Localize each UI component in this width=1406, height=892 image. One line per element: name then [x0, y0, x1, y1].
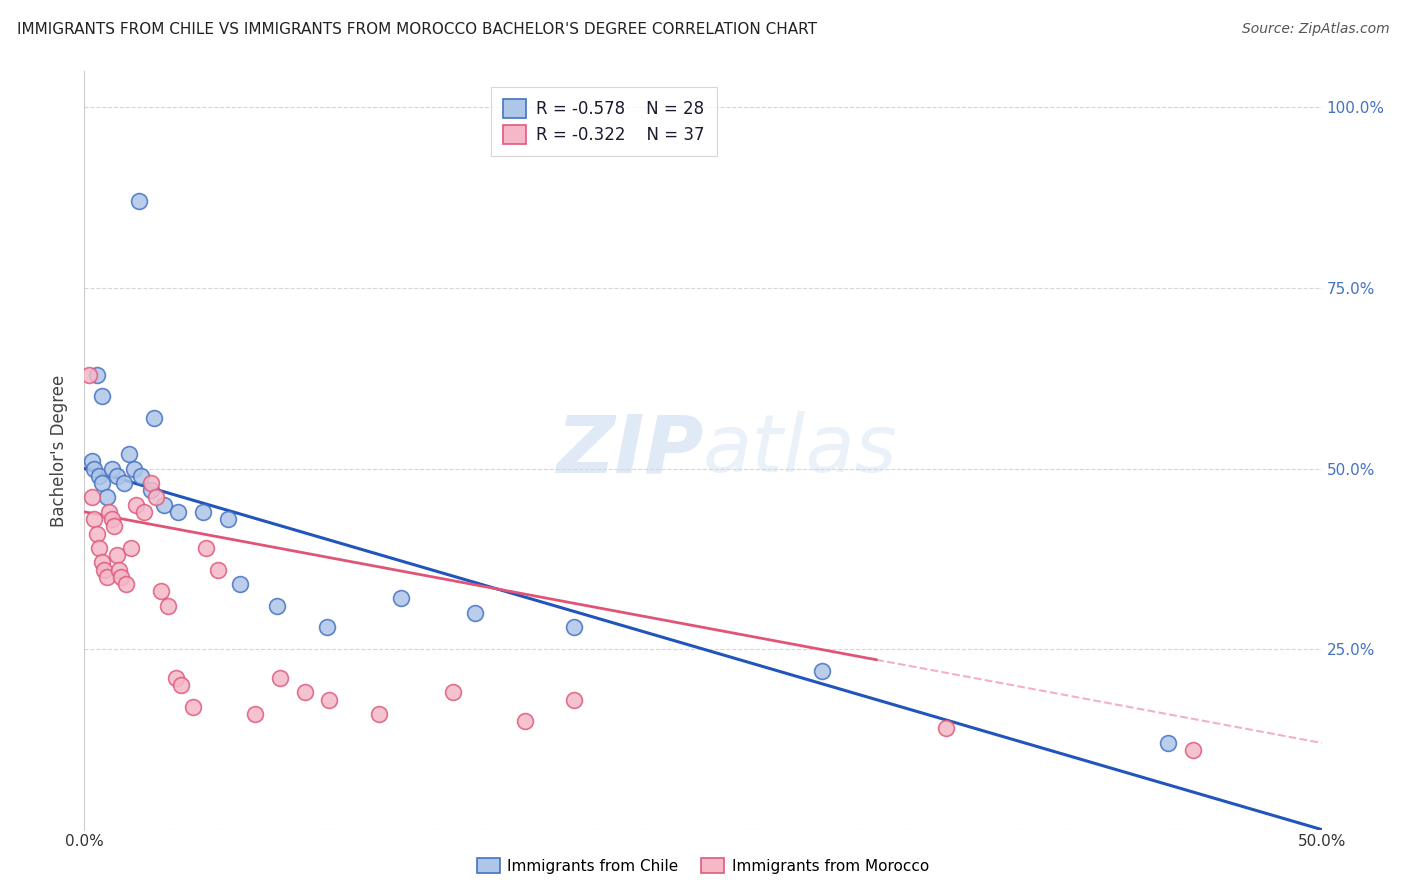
Point [562, 620, 585, 634]
Point [90, 475, 112, 490]
Text: atlas: atlas [703, 411, 898, 490]
Point [269, 671, 291, 685]
Point [129, 468, 152, 483]
Point [294, 685, 316, 699]
Point [167, 505, 190, 519]
Point [83, 512, 105, 526]
Point [90, 555, 112, 569]
Point [93, 563, 115, 577]
Point [389, 591, 412, 606]
Point [96, 570, 118, 584]
Point [122, 461, 145, 475]
Point [194, 541, 217, 555]
Point [217, 512, 239, 526]
Point [86, 526, 108, 541]
Point [118, 447, 141, 461]
Point [1157, 736, 1180, 750]
Point [125, 498, 148, 512]
Point [810, 664, 832, 678]
Point [207, 563, 229, 577]
Text: Source: ZipAtlas.com: Source: ZipAtlas.com [1241, 22, 1389, 37]
Point [80, 454, 103, 468]
Point [441, 685, 464, 699]
Point [152, 498, 174, 512]
Y-axis label: Bachelor's Degree: Bachelor's Degree [51, 375, 69, 526]
Point [513, 714, 536, 729]
Point [79, 368, 101, 382]
Point [112, 475, 135, 490]
Point [243, 706, 266, 721]
Point [266, 599, 288, 613]
Point [108, 563, 131, 577]
Point [315, 620, 337, 634]
Point [90, 389, 112, 403]
Text: IMMIGRANTS FROM CHILE VS IMMIGRANTS FROM MOROCCO BACHELOR'S DEGREE CORRELATION C: IMMIGRANTS FROM CHILE VS IMMIGRANTS FROM… [17, 22, 817, 37]
Point [96, 491, 118, 505]
Point [86, 368, 108, 382]
Point [142, 411, 165, 425]
Point [128, 194, 150, 209]
Point [141, 483, 163, 498]
Point [229, 577, 252, 591]
Point [110, 570, 132, 584]
Point [105, 548, 128, 562]
Point [181, 699, 204, 714]
Point [157, 599, 180, 613]
Point [115, 577, 138, 591]
Point [934, 722, 956, 736]
Point [1181, 743, 1204, 757]
Point [98, 505, 121, 519]
Point [105, 468, 128, 483]
Legend: Immigrants from Chile, Immigrants from Morocco: Immigrants from Chile, Immigrants from M… [471, 852, 935, 880]
Text: ZIP: ZIP [555, 411, 703, 490]
Point [100, 461, 122, 475]
Point [89, 468, 111, 483]
Point [562, 692, 585, 706]
Point [80, 491, 103, 505]
Point [464, 606, 486, 620]
Point [100, 512, 122, 526]
Point [141, 475, 163, 490]
Point [145, 491, 167, 505]
Legend: R = -0.578    N = 28, R = -0.322    N = 37: R = -0.578 N = 28, R = -0.322 N = 37 [492, 87, 717, 156]
Point [103, 519, 125, 533]
Point [191, 505, 214, 519]
Point [318, 692, 340, 706]
Point [83, 461, 105, 475]
Point [150, 584, 173, 599]
Point [170, 678, 193, 692]
Point [367, 706, 389, 721]
Point [132, 505, 155, 519]
Point [89, 541, 111, 555]
Point [165, 671, 187, 685]
Point [120, 541, 142, 555]
